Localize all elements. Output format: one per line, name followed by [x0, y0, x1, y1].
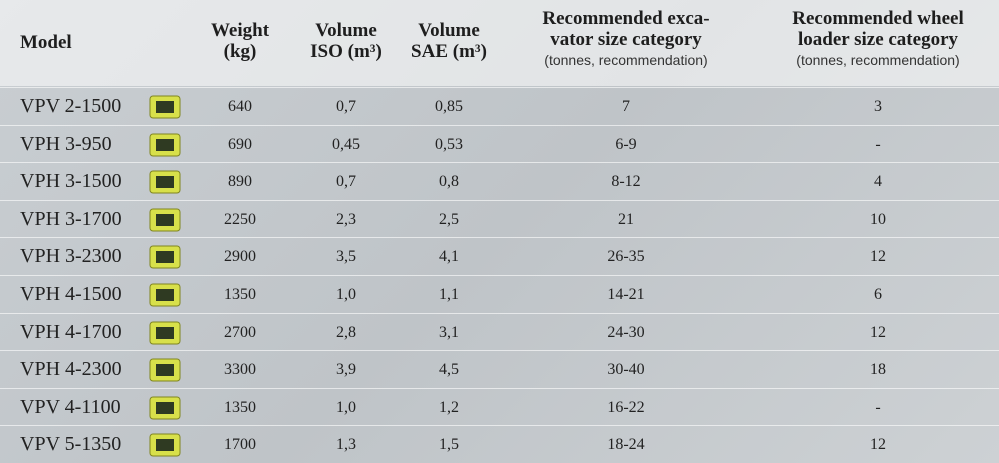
table-row: VPV 5-1350 1700 1,3 1,5 18-24 12: [0, 425, 999, 463]
cell-value: 1700: [224, 436, 256, 454]
product-icon: [149, 133, 181, 157]
cell-value: 7: [622, 98, 630, 115]
cell-value: 30-40: [607, 361, 645, 379]
cell-value: 10: [870, 210, 886, 228]
header-text: vator size category: [550, 29, 702, 50]
model-name: VPH 3-1500: [20, 170, 122, 193]
table-row: VPH 3-1500 890 0,7 0,8 8-12 4: [0, 162, 999, 200]
header-text: Volume: [315, 20, 377, 41]
cell-value: 1,5: [439, 436, 459, 454]
product-icon: [149, 208, 181, 232]
cell-value: 12: [870, 323, 886, 341]
cell-value: 2700: [224, 323, 256, 341]
model-name: VPH 3-2300: [20, 245, 122, 268]
model-name: VPH 4-1500: [20, 283, 122, 305]
model-name: VPH 3-1700: [20, 207, 122, 230]
cell-value: 8-12: [611, 173, 641, 191]
cell-value: 12: [870, 436, 886, 454]
cell-value: 3300: [224, 361, 256, 379]
cell-value: 640: [228, 98, 252, 115]
header-text: Weight: [210, 20, 270, 41]
cell-value: 18: [870, 361, 886, 379]
header-text: Recommended exca-: [542, 8, 710, 29]
cell-value: 2,8: [336, 323, 356, 341]
cell-value: 1,0: [336, 398, 356, 416]
table-row: VPH 3-950 690 0,45 0,53 6-9 -: [0, 124, 999, 163]
table-header: Model Weight (kg) Volume ISO (m³) Volume SAE (…: [0, 0, 999, 86]
model-name: VPV 5-1350: [20, 433, 122, 456]
cell-value: 890: [228, 173, 252, 191]
cell-value: 2,3: [336, 210, 356, 228]
cell-value: 1350: [224, 286, 256, 303]
cell-value: 4,1: [439, 248, 459, 266]
cell-value: 2900: [224, 248, 256, 266]
product-icon: [149, 283, 181, 307]
cell-value: 1,0: [336, 286, 356, 303]
product-icon: [149, 170, 181, 194]
cell-value: 0,85: [435, 98, 463, 115]
model-name: VPH 4-1700: [20, 320, 122, 343]
cell-value: 3: [874, 98, 882, 115]
cell-value: 690: [228, 135, 252, 153]
product-icon: [149, 396, 181, 420]
cell-value: 1350: [224, 398, 256, 416]
cell-value: 6: [874, 286, 882, 303]
cell-value: 1,3: [336, 436, 356, 454]
cell-value: 0,8: [439, 173, 459, 191]
table-row: VPH 3-1700 2250 2,3 2,5 21 10: [0, 199, 999, 238]
cell-value: 16-22: [607, 398, 645, 416]
cell-value: 0,53: [435, 135, 463, 153]
table-row: VPV 2-1500 640 0,7 0,85 7 3: [0, 87, 999, 125]
cell-value: 1,1: [439, 286, 459, 303]
cell-value: 0,7: [336, 98, 356, 115]
model-name: VPV 4-1100: [20, 395, 121, 418]
cell-value: 0,45: [332, 135, 360, 153]
table-row: VPV 4-1100 1350 1,0 1,2 16-22 -: [0, 387, 999, 426]
header-text: Recommended wheel: [792, 8, 964, 29]
header-text: Volume: [418, 20, 480, 41]
model-name: VPH 3-950: [20, 132, 112, 155]
cell-value: 18-24: [607, 436, 645, 454]
cell-value: 26-35: [607, 248, 645, 266]
cell-value: 4,5: [439, 361, 459, 379]
header-note: (tonnes, recommendation): [796, 52, 960, 68]
cell-value: 14-21: [607, 286, 645, 303]
table-row: VPH 4-1500 1350 1,0 1,1 14-21 6: [0, 275, 999, 313]
header-text: (kg): [223, 41, 257, 62]
header-text: Model: [20, 32, 72, 53]
header-note: (tonnes, recommendation): [544, 52, 708, 68]
cell-value: 0,7: [336, 173, 356, 191]
product-icon: [149, 95, 181, 119]
cell-value: -: [875, 398, 881, 416]
cell-value: -: [875, 135, 881, 153]
product-icon: [149, 245, 181, 269]
table-row: VPH 3-2300 2900 3,5 4,1 26-35 12: [0, 237, 999, 275]
cell-value: 6-9: [615, 135, 637, 153]
cell-value: 4: [874, 173, 882, 191]
header-text: loader size category: [797, 29, 959, 50]
model-name: VPV 2-1500: [20, 95, 122, 117]
header-text: ISO (m³): [310, 41, 382, 62]
cell-value: 2250: [224, 210, 256, 228]
product-icon: [149, 321, 181, 345]
cell-value: 3,5: [336, 248, 356, 266]
product-icon: [149, 358, 181, 382]
model-name: VPH 4-2300: [20, 358, 122, 381]
cell-value: 21: [618, 210, 634, 228]
product-icon: [149, 433, 181, 457]
table-row: VPH 4-1700 2700 2,8 3,1 24-30 12: [0, 312, 999, 351]
header-text: SAE (m³): [411, 41, 487, 62]
cell-value: 3,9: [336, 361, 356, 379]
cell-value: 1,2: [439, 398, 459, 416]
cell-value: 12: [870, 248, 886, 266]
cell-value: 3,1: [439, 323, 459, 341]
cell-value: 24-30: [607, 323, 645, 341]
table-row: VPH 4-2300 3300 3,9 4,5 30-40 18: [0, 350, 999, 388]
cell-value: 2,5: [439, 210, 459, 228]
